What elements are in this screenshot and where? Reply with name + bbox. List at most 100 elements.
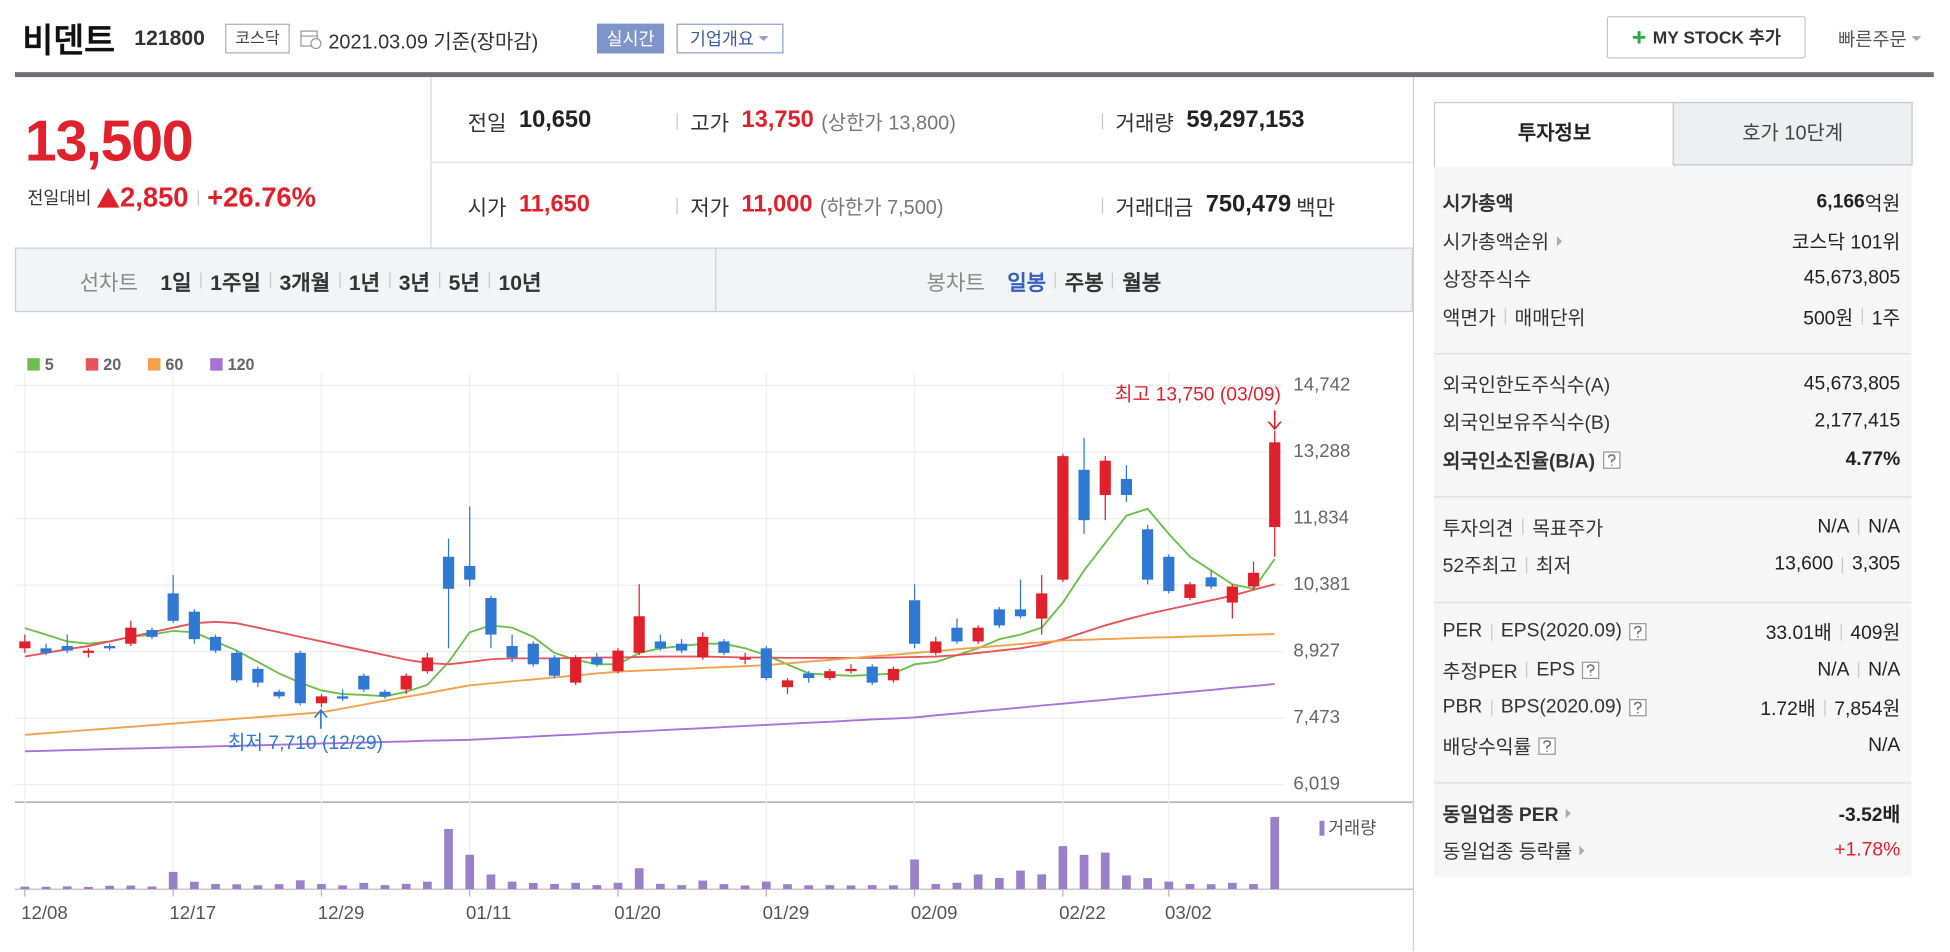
y-tick-label: 13,288 bbox=[1293, 440, 1350, 461]
candle-body bbox=[104, 646, 116, 649]
info-tab[interactable]: 투자정보 bbox=[1433, 101, 1676, 167]
info-divider bbox=[1433, 782, 1912, 784]
volume-bar bbox=[105, 885, 114, 890]
candle-body bbox=[379, 691, 391, 697]
chart-tab[interactable]: 10년 bbox=[498, 270, 542, 295]
info-value: N/A N/A bbox=[1817, 656, 1900, 683]
chart-tab[interactable]: 1년 bbox=[348, 270, 381, 295]
link-arrow[interactable] bbox=[1577, 844, 1587, 856]
info-value-text: 500원 bbox=[1803, 307, 1854, 329]
candle-body bbox=[1036, 593, 1048, 619]
icon-glyph bbox=[1587, 663, 1596, 676]
volume-bar bbox=[677, 885, 686, 890]
quote-item: 전일 10,650 bbox=[468, 104, 592, 136]
chart-tab[interactable]: 주봉 bbox=[1064, 270, 1104, 295]
order-label: 빠른주문 bbox=[1838, 29, 1907, 51]
info-label-text: 배당수익률 bbox=[1442, 736, 1532, 758]
volume-bar bbox=[168, 871, 178, 890]
tab-group-label: 봉차트 bbox=[926, 270, 985, 295]
company-menu[interactable]: 기업개요 bbox=[676, 23, 784, 54]
info-value-text: 7,854원 bbox=[1834, 698, 1901, 721]
ma-line bbox=[24, 633, 1275, 736]
volume-bar bbox=[592, 885, 602, 890]
quote-value: 11,000 bbox=[741, 191, 813, 218]
x-tick-label: 12/17 bbox=[169, 902, 216, 923]
link-arrow[interactable] bbox=[1554, 234, 1564, 246]
my-stock-button[interactable]: MY STOCK 추가 bbox=[1606, 16, 1806, 59]
volume-bar bbox=[41, 886, 51, 890]
candle-body bbox=[167, 593, 179, 621]
info-label-text: PER bbox=[1442, 620, 1483, 642]
info-label-text: 목표주가 bbox=[1532, 517, 1604, 540]
info-label-text: 투자의견 bbox=[1442, 517, 1514, 540]
info-label: 동일업종 등락률 bbox=[1443, 837, 1587, 864]
help-icon[interactable] bbox=[1538, 736, 1558, 756]
menu-label: 기업개요 bbox=[689, 28, 754, 49]
volume-bar bbox=[889, 885, 898, 890]
change-row: 전일대비 2,850 +26.76% bbox=[27, 182, 316, 214]
candle-body bbox=[485, 597, 497, 635]
candle-body bbox=[993, 609, 1005, 626]
chart-tab[interactable]: 3개월 bbox=[279, 270, 331, 295]
volume-bar bbox=[189, 881, 199, 890]
market-box: 코스닥 bbox=[225, 23, 290, 54]
change: 2,850 bbox=[120, 181, 189, 213]
chart-tab[interactable]: 월봉 bbox=[1122, 270, 1162, 295]
chart-tab[interactable]: 1일 bbox=[160, 270, 192, 295]
chart-tab[interactable]: 5년 bbox=[448, 270, 480, 295]
candle-body bbox=[442, 556, 455, 589]
icon-glyph bbox=[1556, 235, 1562, 246]
separator bbox=[1101, 197, 1104, 214]
caret bbox=[1911, 36, 1922, 42]
chart-tab[interactable]: 일봉 bbox=[1007, 270, 1047, 295]
help-icon[interactable] bbox=[1601, 450, 1621, 470]
candle-body bbox=[591, 657, 603, 665]
legend-swatch bbox=[147, 358, 161, 371]
candle-body bbox=[845, 668, 857, 672]
info-value-text: +1.78% bbox=[1834, 839, 1901, 861]
realtime-badge[interactable]: 실시간 bbox=[596, 23, 665, 54]
candle-body bbox=[866, 666, 878, 683]
info-value-text: 409원 bbox=[1850, 623, 1901, 645]
candle-body bbox=[654, 641, 666, 649]
legend-label: 5 bbox=[45, 356, 54, 374]
volume-bar bbox=[1079, 854, 1089, 890]
change-label: 전일대비 bbox=[27, 187, 92, 208]
volume-bar bbox=[295, 880, 305, 890]
volume-bar bbox=[317, 884, 326, 890]
volume-bar bbox=[740, 885, 750, 890]
quote-note: (하한가 7,500) bbox=[819, 197, 944, 219]
chart-tab[interactable]: 1주일 bbox=[210, 270, 261, 295]
info-label-text: 매매단위 bbox=[1514, 307, 1586, 329]
volume-bar bbox=[62, 886, 72, 890]
candle-body bbox=[506, 646, 518, 658]
volume-bar bbox=[1016, 870, 1025, 890]
help-icon[interactable] bbox=[1628, 622, 1648, 642]
volume-bar bbox=[84, 886, 93, 890]
separator bbox=[438, 271, 440, 288]
candle-body bbox=[1184, 584, 1196, 598]
info-value: 6,166 억원 bbox=[1817, 189, 1901, 216]
volume-bar bbox=[1227, 882, 1237, 890]
chart-tab[interactable]: 3년 bbox=[398, 270, 430, 295]
rate: +26.76% bbox=[207, 181, 316, 213]
info-label-text: 액면가 bbox=[1442, 307, 1496, 329]
candle-body bbox=[1120, 478, 1133, 495]
volume-bar bbox=[359, 882, 369, 890]
link-arrow[interactable] bbox=[1564, 806, 1574, 818]
info-value-text: -3.52배 bbox=[1838, 804, 1901, 826]
candle-body bbox=[1205, 577, 1217, 587]
quick-order[interactable]: 빠른주문 bbox=[1838, 24, 1923, 54]
help-icon[interactable] bbox=[1628, 698, 1648, 718]
volume-bar bbox=[550, 883, 559, 890]
volume-bar bbox=[507, 881, 517, 890]
candle-body bbox=[209, 636, 222, 651]
candle-body bbox=[739, 657, 751, 660]
help-icon[interactable] bbox=[1581, 660, 1601, 680]
info-label: PBR BPS(2020.09) bbox=[1443, 694, 1649, 721]
volume-legend-label: 거래량 bbox=[1328, 818, 1376, 838]
separator bbox=[269, 271, 271, 288]
quote-value: 11,650 bbox=[518, 191, 590, 218]
info-tab[interactable]: 호가 10단계 bbox=[1672, 101, 1913, 166]
x-tick-label: 02/09 bbox=[911, 902, 958, 923]
